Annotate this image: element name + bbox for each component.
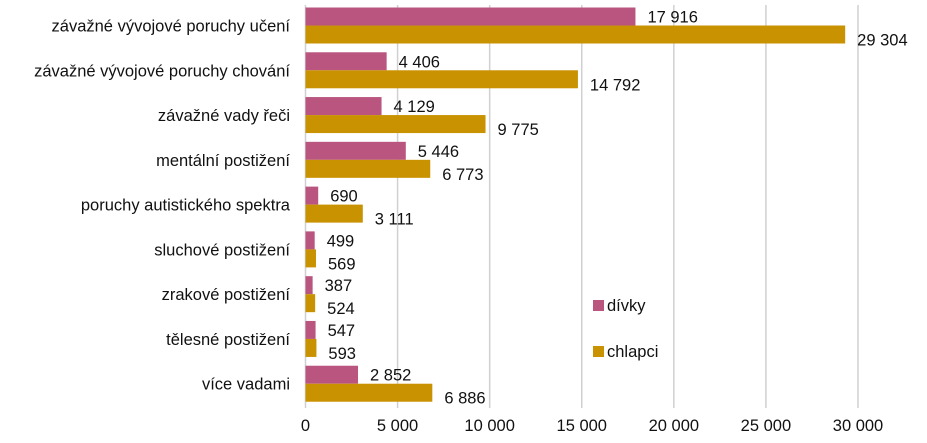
x-tick-label: 10 000 <box>464 417 514 435</box>
bar-divky <box>305 52 387 71</box>
bar-chlapci <box>305 294 316 313</box>
category-label: sluchové postižení <box>154 241 290 259</box>
bar-divky <box>305 186 319 205</box>
bar-chlapci <box>305 249 316 268</box>
category-label: závažné vývojové poruchy učení <box>52 18 291 36</box>
data-label: 387 <box>325 277 353 295</box>
x-tick-label: 20 000 <box>649 417 699 435</box>
x-tick-label: 30 000 <box>833 417 883 435</box>
data-label: 499 <box>327 232 355 250</box>
data-label: 547 <box>328 322 356 340</box>
category-label: mentální postižení <box>156 152 290 170</box>
legend-label: chlapci <box>607 343 658 361</box>
category-label: více vadami <box>202 376 290 394</box>
bar-divky <box>305 7 636 26</box>
bar-chlapci <box>305 159 431 178</box>
data-label: 17 916 <box>647 9 697 27</box>
category-label: závažné vady řeči <box>158 107 290 125</box>
data-label: 593 <box>328 345 356 363</box>
data-label: 2 852 <box>370 367 411 385</box>
legend-swatch <box>593 346 604 357</box>
data-label: 4 129 <box>394 98 435 116</box>
data-label: 569 <box>328 255 356 273</box>
data-label: 29 304 <box>857 32 907 50</box>
legend-swatch <box>593 300 604 311</box>
data-label: 14 792 <box>590 76 640 94</box>
bar-chlapci <box>305 25 846 44</box>
category-label: poruchy autistického spektra <box>81 197 291 215</box>
bar-chlapci <box>305 115 486 134</box>
x-tick-label: 25 000 <box>741 417 791 435</box>
data-label: 3 111 <box>375 211 414 229</box>
category-label: závažné vývojové poruchy chování <box>34 62 290 80</box>
x-tick-label: 15 000 <box>557 417 607 435</box>
data-label: 5 446 <box>418 143 459 161</box>
data-label: 9 775 <box>498 121 539 139</box>
bar-divky <box>305 141 406 160</box>
bar-divky <box>305 97 382 116</box>
data-label: 6 886 <box>444 390 485 408</box>
bar-chlapci <box>305 204 363 223</box>
data-label: 690 <box>330 188 358 206</box>
category-label: zrakové postižení <box>162 286 291 304</box>
bar-divky <box>305 365 359 384</box>
category-label: tělesné postižení <box>166 331 290 349</box>
x-tick-label: 0 <box>301 417 310 435</box>
bar-chlapci <box>305 338 317 357</box>
bar-chlapci <box>305 70 578 89</box>
bar-divky <box>305 231 315 250</box>
bar-divky <box>305 276 313 295</box>
legend-label: dívky <box>607 297 646 315</box>
data-label: 6 773 <box>442 166 483 184</box>
data-label: 4 406 <box>399 53 440 71</box>
x-tick-label: 5 000 <box>377 417 418 435</box>
bar-chlapci <box>305 383 433 402</box>
data-label: 524 <box>327 300 355 318</box>
bar-divky <box>305 320 316 339</box>
